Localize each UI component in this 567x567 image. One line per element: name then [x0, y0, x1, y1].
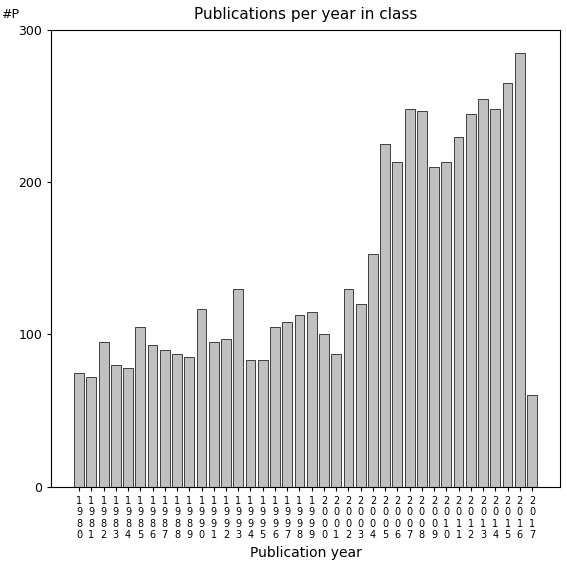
Bar — [111, 365, 121, 486]
Bar — [172, 354, 182, 486]
Bar — [160, 350, 170, 486]
Bar — [123, 368, 133, 486]
Bar — [270, 327, 280, 486]
Bar — [246, 361, 255, 486]
Bar — [319, 335, 329, 486]
Bar — [380, 144, 390, 486]
Bar — [136, 327, 145, 486]
Bar — [344, 289, 353, 486]
X-axis label: Publication year: Publication year — [249, 546, 362, 560]
Bar — [234, 289, 243, 486]
Bar — [221, 339, 231, 486]
Bar — [442, 163, 451, 486]
Bar — [392, 163, 402, 486]
Bar — [356, 304, 366, 486]
Bar — [184, 357, 194, 486]
Bar — [197, 308, 206, 486]
Y-axis label: #P: #P — [1, 8, 19, 21]
Bar — [87, 377, 96, 486]
Bar — [99, 342, 108, 486]
Bar — [478, 99, 488, 486]
Bar — [295, 315, 304, 486]
Bar — [331, 354, 341, 486]
Title: Publications per year in class: Publications per year in class — [194, 7, 417, 22]
Bar — [307, 312, 316, 486]
Bar — [490, 109, 500, 486]
Bar — [454, 137, 463, 486]
Bar — [466, 114, 476, 486]
Bar — [527, 395, 537, 486]
Bar — [503, 83, 513, 486]
Bar — [429, 167, 439, 486]
Bar — [405, 109, 414, 486]
Bar — [147, 345, 158, 486]
Bar — [417, 111, 427, 486]
Bar — [282, 322, 292, 486]
Bar — [368, 254, 378, 486]
Bar — [258, 361, 268, 486]
Bar — [515, 53, 524, 486]
Bar — [74, 373, 84, 486]
Bar — [209, 342, 219, 486]
